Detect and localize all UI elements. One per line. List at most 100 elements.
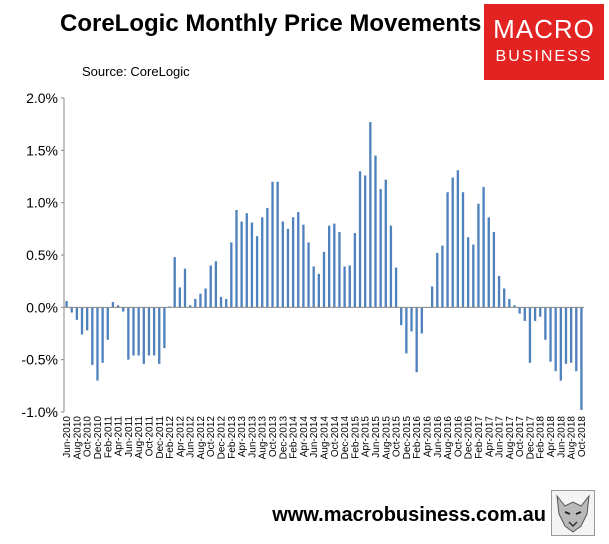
macro-business-logo[interactable]: MACRO BUSINESS — [484, 4, 604, 80]
x-tick-label: Feb-2018 — [536, 416, 547, 459]
x-tick-label: Dec-2010 — [93, 416, 104, 460]
y-tick-label: -0.5% — [21, 352, 58, 368]
y-axis: 2.0% 1.5% 1.0% 0.5% 0.0% -0.5% -1.0% — [21, 90, 65, 420]
bar-Oct-2017 — [518, 307, 521, 314]
bar-Jul-2014 — [317, 273, 321, 308]
bar-Nov-2010 — [91, 307, 94, 365]
bar-Dec-2011 — [158, 307, 161, 364]
x-tick-label: Aug-2014 — [320, 416, 331, 460]
x-tick-label: Feb-2014 — [289, 416, 300, 459]
bar-Jan-2016 — [410, 307, 413, 332]
bar-Sep-2018 — [575, 307, 578, 372]
x-tick-label: Oct-2013 — [268, 416, 279, 458]
bar-Jun-2016 — [436, 252, 439, 308]
bar-Aug-2012 — [199, 293, 202, 308]
bar-Nov-2012 — [214, 261, 218, 308]
bar-Mar-2011 — [111, 302, 115, 308]
x-tick-label: Oct-2018 — [577, 416, 588, 458]
x-tick-label: Dec-2014 — [340, 416, 351, 460]
x-tick-label: Aug-2016 — [443, 416, 454, 460]
bar-May-2011 — [122, 307, 125, 312]
bar-Jul-2010 — [70, 307, 73, 313]
bar-Jan-2017 — [472, 244, 475, 308]
bar-Jul-2018 — [564, 307, 568, 364]
x-tick-label: Feb-2016 — [412, 416, 423, 459]
bar-Sep-2014 — [327, 225, 331, 308]
x-tick-label: Feb-2013 — [227, 416, 238, 459]
bar-May-2014 — [307, 242, 310, 308]
bar-Dec-2010 — [96, 307, 99, 381]
bar-Dec-2013 — [281, 221, 284, 308]
footer-url[interactable]: www.macrobusiness.com.au — [272, 504, 546, 526]
x-tick-label: Aug-2013 — [258, 416, 269, 460]
bar-Aug-2018 — [569, 307, 573, 363]
bar-Jun-2011 — [127, 307, 130, 360]
y-tick-label: 0.0% — [26, 299, 58, 315]
bar-Feb-2013 — [230, 242, 233, 308]
x-tick-label: Apr-2013 — [237, 416, 248, 458]
x-tick-label: Apr-2015 — [361, 416, 372, 458]
x-tick-label: Apr-2018 — [546, 416, 557, 458]
x-tick-label: Jun-2011 — [124, 416, 135, 457]
bar-Nov-2011 — [152, 307, 156, 356]
bar-Apr-2015 — [364, 175, 367, 308]
x-axis: Jun-2010 Aug-2010 Oct-2010 Dec-2010 Feb-2011… — [62, 306, 588, 460]
logo-text-macro: MACRO — [493, 14, 595, 44]
bar-Mar-2017 — [482, 186, 485, 308]
bar-May-2016 — [430, 286, 434, 308]
x-tick-label: Dec-2013 — [278, 416, 289, 460]
bar-Oct-2018 — [580, 307, 583, 410]
bar-Jul-2013 — [255, 236, 259, 308]
x-tick-label: Feb-2011 — [103, 416, 114, 459]
x-tick-label: Jun-2016 — [433, 416, 444, 458]
bar-Sep-2013 — [266, 207, 269, 308]
x-tick-label: Aug-2017 — [505, 416, 516, 460]
bar-Nov-2015 — [400, 307, 403, 326]
bar-Feb-2014 — [291, 217, 295, 308]
bar-Feb-2018 — [539, 307, 542, 317]
bar-Mar-2012 — [173, 257, 176, 308]
x-tick-label: Aug-2018 — [567, 416, 578, 460]
y-tick-label: 1.5% — [26, 142, 58, 158]
x-tick-label: Feb-2012 — [165, 416, 176, 459]
bar-Jul-2012 — [194, 298, 197, 308]
x-tick-label: Jun-2015 — [371, 416, 382, 458]
x-tick-label: Dec-2016 — [464, 416, 475, 460]
bar-Aug-2015 — [384, 179, 387, 308]
x-tick-label: Oct-2011 — [144, 416, 155, 457]
bar-Aug-2011 — [137, 307, 140, 356]
bar-Oct-2011 — [147, 307, 151, 356]
page-title: CoreLogic Monthly Price Movements — [60, 10, 482, 37]
bar-Sep-2015 — [389, 225, 393, 308]
bar-Aug-2016 — [446, 192, 449, 308]
bar-Nov-2016 — [461, 192, 465, 308]
bar-Dec-2012 — [219, 296, 223, 308]
bar-Jan-2014 — [286, 228, 290, 308]
bar-Nov-2017 — [523, 307, 526, 321]
bar-Feb-2017 — [477, 203, 480, 308]
bar-Jan-2013 — [225, 298, 228, 308]
bar-Jun-2010 — [65, 301, 68, 308]
bar-Aug-2010 — [75, 307, 79, 320]
bar-Oct-2013 — [271, 181, 274, 308]
bar-Mar-2018 — [544, 307, 547, 340]
bar-Feb-2011 — [106, 307, 109, 340]
x-tick-label: Aug-2012 — [196, 416, 207, 460]
bar-Jun-2018 — [559, 307, 562, 381]
bar-Aug-2014 — [322, 251, 326, 308]
bar-Apr-2018 — [549, 307, 552, 362]
y-tick-label: -1.0% — [21, 404, 58, 420]
bar-Dec-2014 — [343, 266, 346, 308]
bar-Jun-2012 — [188, 305, 192, 308]
bar-Nov-2014 — [338, 231, 341, 308]
bar-Aug-2017 — [508, 298, 511, 308]
bar-Jun-2014 — [312, 266, 315, 308]
bar-chart: 2.0%1.5%1.0%0.5%0.0%-0.5%-1.0% Jun-2010 A… — [21, 90, 588, 460]
bar-Sep-2012 — [204, 288, 207, 308]
bar-Feb-2016 — [415, 307, 418, 373]
bar-Sep-2016 — [451, 177, 454, 308]
bar-Mar-2015 — [358, 171, 362, 308]
bar-Sep-2011 — [142, 307, 145, 364]
bar-Jan-2011 — [101, 307, 104, 363]
bar-Jul-2015 — [379, 189, 382, 308]
